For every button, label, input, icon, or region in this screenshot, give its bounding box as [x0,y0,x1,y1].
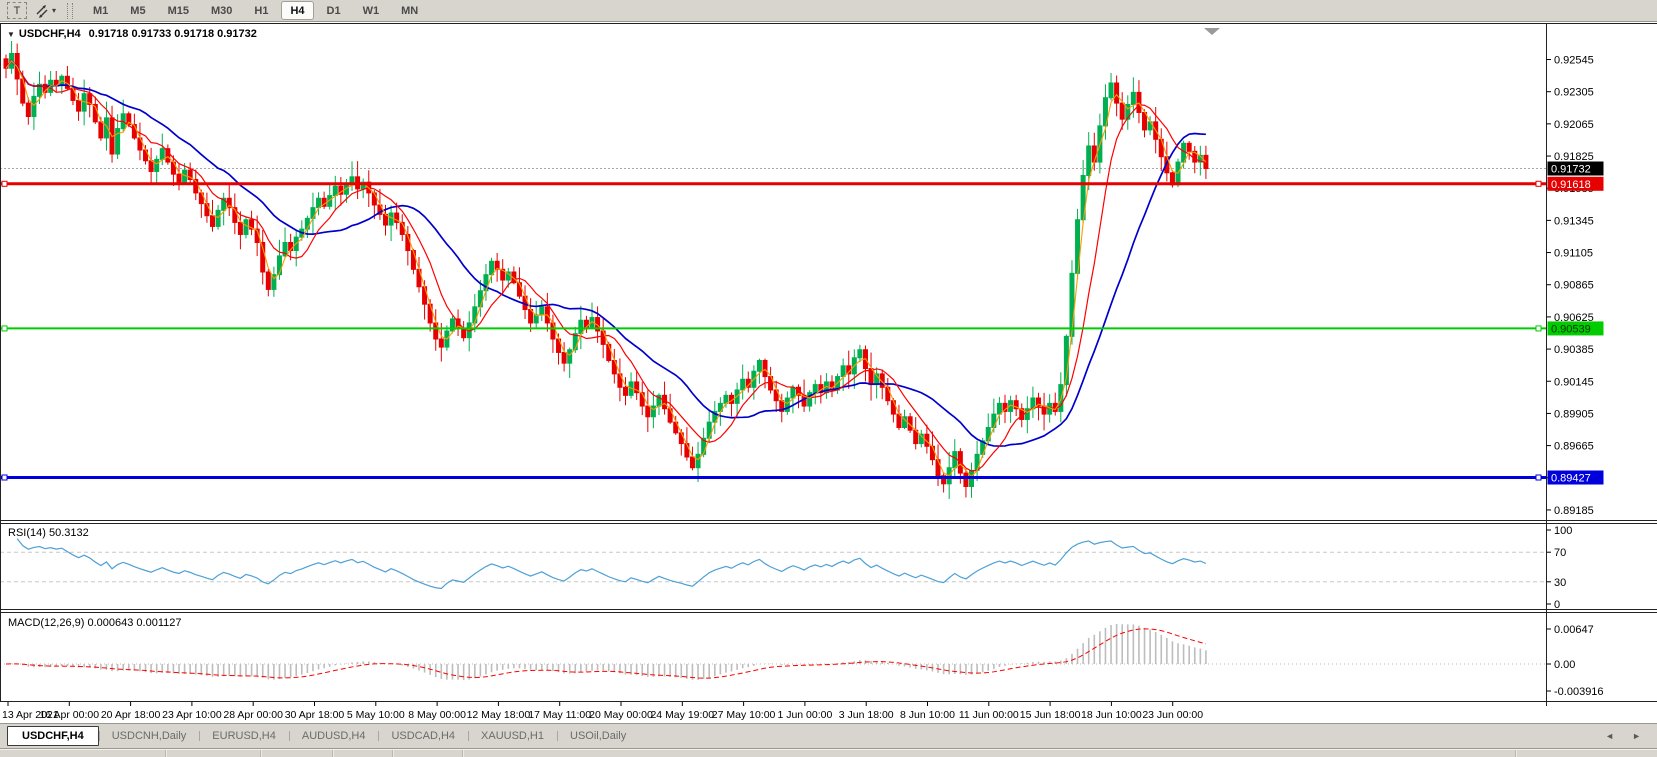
rsi-tick-label: 0 [1554,599,1560,611]
chart-tabs-bar: USDCHF,H4 USDCNH,Daily EURUSD,H4 AUDUSD,H4 U… [0,723,1657,748]
dropdown-arrow-icon[interactable]: ▾ [52,6,57,15]
chart-tab-eurusd-h4[interactable]: EURUSD,H4 [199,726,289,746]
resistance-line-red-handle[interactable] [1535,180,1542,187]
timeframe-mn-button[interactable]: MN [401,4,419,17]
time-tick-label: 27 May 10:00 [712,709,776,721]
price-tick-label: 0.91105 [1554,248,1593,260]
macd-pane[interactable] [0,624,1547,680]
candlesticks[interactable] [3,40,1209,500]
timeframe-m1-button[interactable]: M1 [93,4,109,17]
price-badge-label: 0.91618 [1551,179,1591,191]
timeframe-m30-button[interactable]: M30 [210,4,233,17]
chart-tab-usdcnh-daily[interactable]: USDCNH,Daily [98,726,200,746]
macd-tick-label: 0.00647 [1554,624,1594,636]
diagonal-arrows-icon[interactable] [33,3,51,19]
status-bar [0,748,1657,757]
price-tick-label: 0.89185 [1554,505,1594,517]
price-tick-label: 0.90625 [1554,312,1594,324]
price-tick-label: 0.89905 [1554,408,1594,420]
rsi-label: RSI(14) 50.3132 [8,527,89,539]
time-tick-label: 28 Apr 00:00 [223,709,283,721]
ma-fast-line [5,60,1207,478]
macd-label: MACD(12,26,9) 0.000643 0.001127 [8,617,182,629]
time-tick-label: 15 Jun 18:00 [1020,709,1081,721]
timeframe-toolbar: M1 M5 M15 M30 H1 H4 D1 W1 MN [82,1,429,20]
time-tick-label: 20 Apr 18:00 [101,709,161,721]
price-tick-label: 0.92065 [1554,119,1594,131]
support-line-blue-handle[interactable] [1,474,8,481]
time-tick-label: 3 Jun 18:00 [839,709,894,721]
time-tick-label: 23 Jun 00:00 [1142,709,1203,721]
text-tool-button[interactable]: T [7,2,27,19]
tab-scroll-left-icon[interactable]: ◄ [1605,731,1615,741]
ma-slow-line [5,59,1206,447]
timeframe-h4-button[interactable]: H4 [281,1,314,20]
price-badge-label: 0.91732 [1551,164,1591,176]
timeframe-m5-button[interactable]: M5 [130,4,146,17]
support-line-blue-handle[interactable] [1535,474,1542,481]
support-line-green-handle[interactable] [1535,325,1542,332]
chart-tab-usdchf-h4[interactable]: USDCHF,H4 [7,726,99,746]
time-tick-label: 11 Jun 00:00 [959,709,1019,721]
price-badge [1547,176,1604,191]
time-tick-label: 1 Jun 00:00 [777,709,832,721]
price-tick-label: 0.90145 [1554,376,1594,388]
chart-canvas[interactable]: 0.925450.923050.920650.918250.915850.913… [0,23,1657,723]
price-badge-label: 0.89427 [1551,473,1591,485]
rsi-pane[interactable] [0,538,1547,590]
macd-tick-label: 0.00 [1554,659,1575,671]
time-tick-label: 8 Jun 10:00 [900,709,955,721]
time-tick-label: 18 Jun 10:00 [1081,709,1142,721]
chart-tab-xauusd-h1[interactable]: XAUUSD,H1 [468,726,557,746]
toolbar-grip [67,2,74,19]
collapse-arrow-icon[interactable]: ▼ [7,30,15,39]
price-tick-label: 0.89665 [1554,441,1594,453]
timeframe-m15-button[interactable]: M15 [167,4,189,17]
chart-title: ▼ USDCHF,H4 0.91718 0.91733 0.91718 0.9173… [7,28,257,40]
price-badge [1547,470,1604,485]
price-badge-label: 0.90539 [1551,323,1591,335]
chart-shift-marker-icon[interactable] [1204,28,1220,35]
time-tick-label: 12 May 18:00 [467,709,531,721]
rsi-line [16,538,1207,590]
price-tick-label: 0.92305 [1554,87,1594,99]
toolbar: T ▾ M1 M5 M15 M30 H1 H4 D1 W1 MN [0,0,1657,22]
chart-tab-usoil-daily[interactable]: USOil,Daily [557,726,639,746]
price-badge [1547,161,1604,176]
time-tick-label: 5 May 10:00 [347,709,405,721]
time-tick-label: 20 May 00:00 [589,709,653,721]
support-line-green-handle[interactable] [1,325,8,332]
price-badge [1547,321,1604,336]
tab-scroll-right-icon[interactable]: ► [1632,731,1641,741]
rsi-tick-label: 70 [1554,547,1566,559]
symbol-period-label: USDCHF,H4 [18,28,81,40]
timeframe-w1-button[interactable]: W1 [362,4,380,17]
price-tick-label: 0.90385 [1554,344,1594,356]
rsi-tick-label: 100 [1554,525,1572,537]
main-price-pane[interactable] [0,40,1547,500]
time-tick-label: 30 Apr 18:00 [285,709,345,721]
macd-signal-line [5,628,1207,679]
time-tick-label: 8 May 00:00 [408,709,466,721]
resistance-line-red-handle[interactable] [1,180,8,187]
price-tick-label: 0.91345 [1554,215,1594,227]
timeframe-h1-button[interactable]: H1 [254,4,269,17]
price-axis[interactable]: 0.925450.923050.920650.918250.915850.913… [1546,55,1604,698]
rsi-tick-label: 30 [1554,577,1566,589]
time-tick-label: 13 Apr 2021 [2,709,59,721]
time-tick-label: 24 May 19:00 [650,709,714,721]
price-tick-label: 0.92545 [1554,55,1594,67]
timeframe-d1-button[interactable]: D1 [326,4,341,17]
time-tick-label: 17 May 11:00 [528,709,591,721]
chart-tab-audusd-h4[interactable]: AUDUSD,H4 [288,726,379,746]
time-tick-label: 16 Apr 00:00 [40,709,100,721]
ohlc-values: 0.91718 0.91733 0.91718 0.91732 [88,28,257,40]
price-tick-label: 0.90865 [1554,280,1594,292]
time-tick-label: 23 Apr 10:00 [162,709,222,721]
price-tick-label: 0.91825 [1554,151,1594,163]
chart-tab-usdcad-h4[interactable]: USDCAD,H4 [378,726,468,746]
macd-tick-label: -0.003916 [1554,686,1604,698]
